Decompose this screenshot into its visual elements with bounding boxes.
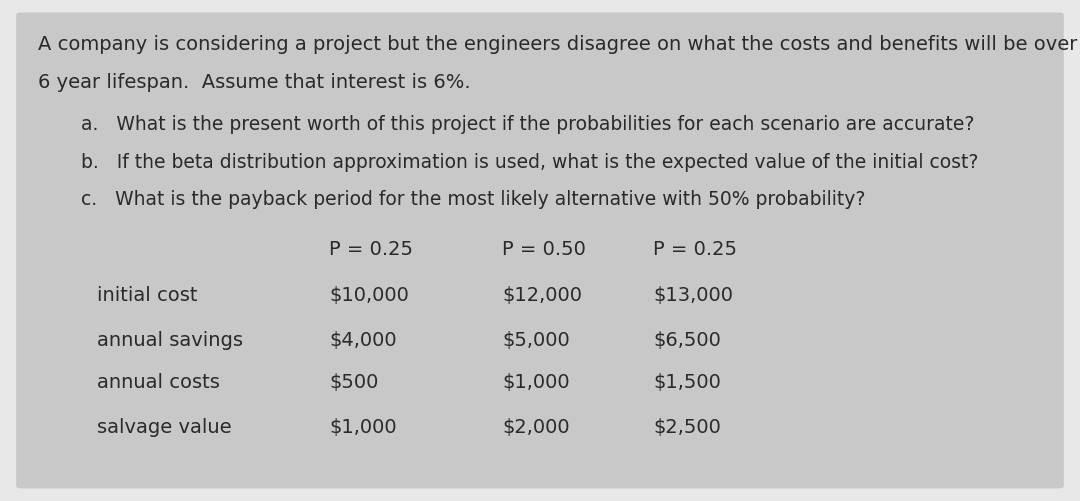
Text: P = 0.25: P = 0.25 <box>653 240 738 260</box>
Text: $1,000: $1,000 <box>502 373 570 392</box>
Text: $4,000: $4,000 <box>329 331 397 350</box>
Text: $6,500: $6,500 <box>653 331 721 350</box>
Text: annual costs: annual costs <box>97 373 220 392</box>
Text: initial cost: initial cost <box>97 286 198 305</box>
Text: $13,000: $13,000 <box>653 286 733 305</box>
Text: P = 0.50: P = 0.50 <box>502 240 586 260</box>
Text: c.   What is the payback period for the most likely alternative with 50% probabi: c. What is the payback period for the mo… <box>81 190 865 209</box>
Text: 6 year lifespan.  Assume that interest is 6%.: 6 year lifespan. Assume that interest is… <box>38 73 471 92</box>
Text: $2,500: $2,500 <box>653 418 721 437</box>
Text: $5,000: $5,000 <box>502 331 570 350</box>
Text: $2,000: $2,000 <box>502 418 570 437</box>
Text: $10,000: $10,000 <box>329 286 409 305</box>
Text: A company is considering a project but the engineers disagree on what the costs : A company is considering a project but t… <box>38 35 1080 54</box>
FancyBboxPatch shape <box>16 13 1064 488</box>
Text: P = 0.25: P = 0.25 <box>329 240 414 260</box>
Text: a.   What is the present worth of this project if the probabilities for each sce: a. What is the present worth of this pro… <box>81 115 974 134</box>
Text: $1,000: $1,000 <box>329 418 397 437</box>
Text: $12,000: $12,000 <box>502 286 582 305</box>
Text: $1,500: $1,500 <box>653 373 721 392</box>
Text: annual savings: annual savings <box>97 331 243 350</box>
Text: salvage value: salvage value <box>97 418 232 437</box>
Text: $500: $500 <box>329 373 379 392</box>
Text: b.   If the beta distribution approximation is used, what is the expected value : b. If the beta distribution approximatio… <box>81 153 978 172</box>
